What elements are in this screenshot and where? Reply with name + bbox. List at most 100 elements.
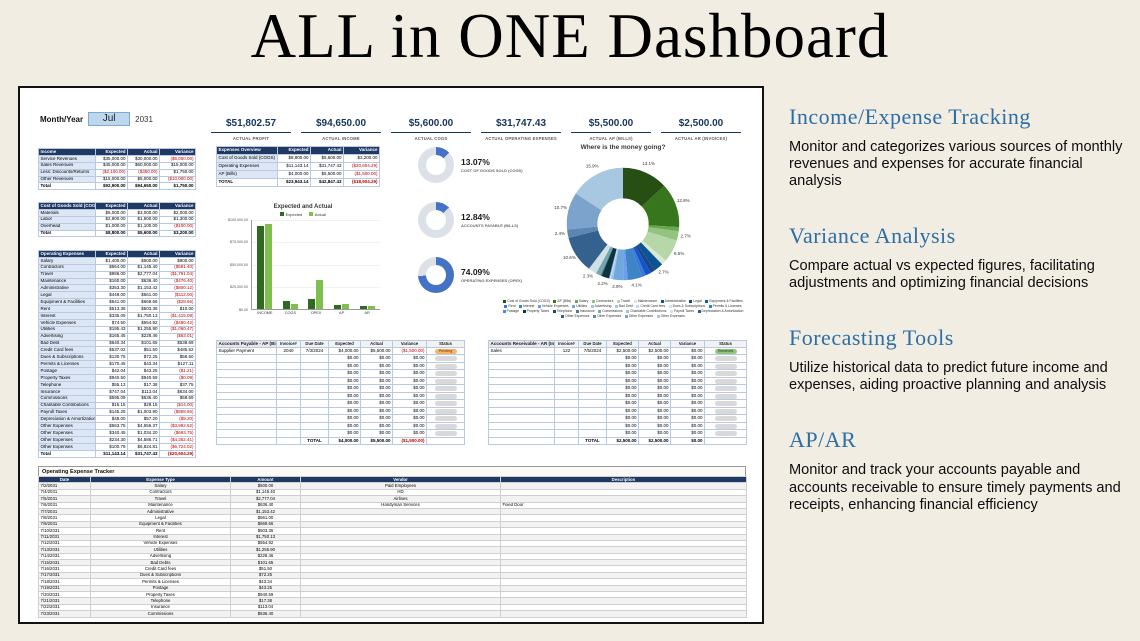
actual-cell: $669.66	[127, 298, 160, 307]
variance-cell: $0.00	[670, 414, 705, 423]
due-date-cell	[300, 361, 329, 371]
legend-color-swatch	[636, 304, 640, 308]
invoice-cell	[554, 384, 579, 393]
expected-cell: $986.00	[95, 270, 128, 279]
invoice-cell	[554, 399, 579, 408]
expected-cell: $45,000.00	[95, 161, 128, 170]
ar-title: Accounts Receivable - AR (Invoices)	[488, 340, 555, 348]
actual-cell: $0.00	[360, 414, 393, 423]
year-select[interactable]: 2031	[135, 114, 153, 124]
pie-legend-item: Insurance	[575, 309, 595, 313]
opex-row: Insurance $747.04 $113.04 $634.00	[38, 387, 196, 396]
legend-item-label: Insurance	[579, 309, 595, 313]
opex-row: Equipment & Facilities $641.00 $669.66 (…	[38, 298, 196, 307]
variance-cell: ($112.00)	[159, 291, 196, 300]
payee-cell	[216, 421, 277, 431]
opex-row: Utilities $195.43 $1,255.90 ($1,060.47)	[38, 325, 196, 334]
pie-chart-title: Where is the money going?	[580, 144, 666, 151]
payee-cell	[216, 399, 277, 408]
expected-cell: $0.00	[328, 391, 361, 401]
expected-cell: $0.00	[328, 384, 361, 393]
actual-cell: $31,747.43	[310, 162, 344, 171]
actual-cell: $5,000.00	[127, 175, 160, 184]
actual-cell: $0.00	[360, 399, 393, 408]
variance-cell: $0.00	[670, 354, 705, 363]
variance-cell: $0.00	[670, 399, 705, 408]
svg-text:2.9%: 2.9%	[612, 284, 622, 289]
expected-cell: $48.00	[95, 415, 128, 424]
name-cell: Maintenance	[38, 277, 96, 286]
opex-row: Postage $42.04 $43.25 ($1.21)	[38, 367, 196, 376]
expected-cell: $42.04	[95, 367, 128, 376]
variance-cell: $0.00	[392, 354, 427, 363]
expected-cell: $0.00	[606, 361, 639, 371]
legend-item-label: Postage	[506, 309, 520, 313]
legend-item-label: Utilities	[576, 304, 588, 308]
status-badge	[434, 378, 457, 384]
status-badge	[434, 393, 457, 399]
legend-color-swatch	[689, 299, 693, 303]
expenses-overview-table: Expenses Overview Expected Actual Varian…	[216, 146, 380, 187]
name-cell: Advertising	[38, 332, 96, 341]
name-cell: Charitable Contributions	[38, 401, 96, 410]
ap-row: $0.00 $0.00 $0.00	[216, 391, 465, 401]
cogs-total-row: Total $8,800.00 $5,600.00 $3,200.00	[38, 229, 196, 238]
total-label-cell: TOTAL	[216, 178, 278, 187]
pie-legend-item: Property Taxes	[522, 309, 549, 313]
expected-cell: $15,000.00	[95, 175, 128, 184]
name-cell: Administrative	[38, 284, 96, 293]
expense-type-cell: Commissions	[90, 610, 231, 618]
income-total-row: Total $92,900.00 $94,650.00 $1,750.00	[38, 182, 196, 191]
invoice-cell	[276, 421, 301, 431]
opex-row: Legal $449.00 $561.00 ($112.00)	[38, 291, 196, 300]
actual-cell: $0.00	[360, 361, 393, 371]
ar-row: $0.00 $0.00 $0.00	[488, 421, 747, 431]
variance-cell: $3,200.00	[343, 154, 380, 163]
ar-row: Sales 122 7/5/2024 $2,500.00 $2,500.00 $…	[488, 346, 747, 356]
due-date-cell	[300, 421, 329, 431]
expected-cell: $0.00	[606, 391, 639, 401]
payer-cell: Sales	[488, 346, 555, 356]
feature-description: Utilize historical data to predict futur…	[789, 360, 1108, 394]
kpi-label: ACTUAL COGS	[414, 136, 448, 141]
svg-text:6.5%: 6.5%	[674, 251, 684, 256]
total-variance-cell: $0.00	[670, 436, 705, 446]
name-cell: Overhead	[38, 222, 96, 231]
pie-legend: Cost of Goods Sold (COGS) AP (Bills) Sal…	[498, 299, 748, 318]
page-title: ALL in ONE Dashboard	[250, 1, 890, 71]
pie-legend-item: Rent	[504, 304, 516, 308]
name-cell: Contractors	[38, 263, 96, 272]
due-date-cell	[300, 354, 329, 363]
month-select[interactable]: Jul	[88, 112, 131, 126]
pie-legend-item: Contractors	[591, 299, 613, 303]
variance-cell: ($3,992.62)	[159, 422, 196, 431]
pie-legend-item: Administrative	[660, 299, 686, 303]
actual-cell: $0.00	[638, 354, 671, 363]
expected-cell: $513.36	[95, 305, 128, 314]
ap-row: $0.00 $0.00 $0.00	[216, 384, 465, 393]
variance-cell: $0.00	[670, 406, 705, 416]
col-due-date: Due Date	[300, 340, 329, 348]
legend-item-label: Other Expenses	[660, 314, 685, 318]
expected-cell: $747.04	[95, 387, 128, 396]
dashboard-screenshot: Month/Year Jul 2031 $51,802.57 ACTUAL PR…	[18, 86, 764, 624]
name-cell: Less: Discounts/Returns	[38, 168, 96, 177]
variance-cell: $0.00	[670, 376, 705, 386]
legend-color-swatch	[708, 304, 712, 308]
name-cell: Labor	[38, 215, 96, 224]
income-row: Service Revenues $35,000.00 $30,000.00 (…	[38, 154, 196, 163]
pie-legend-item: Utilities	[572, 304, 587, 308]
col-actual: Actual	[127, 202, 160, 210]
cogs-row: Labor $2,800.00 $1,500.00 $1,300.00	[38, 215, 196, 224]
cogs-row: Overhead $1,000.00 $1,100.00 ($100.00)	[38, 222, 196, 231]
name-cell: Cost of Goods Sold (COGS)	[216, 154, 278, 163]
variance-cell: $0.00	[670, 384, 705, 393]
donut-chart	[418, 202, 454, 238]
legend-item-label: Legal	[693, 299, 702, 303]
actual-cell: $113.04	[127, 387, 160, 396]
variance-cell: $58.50	[159, 353, 196, 362]
status-badge	[714, 363, 737, 369]
actual-cell: $43.34	[127, 360, 160, 369]
due-date-cell	[300, 384, 329, 393]
legend-color-swatch	[633, 299, 637, 303]
